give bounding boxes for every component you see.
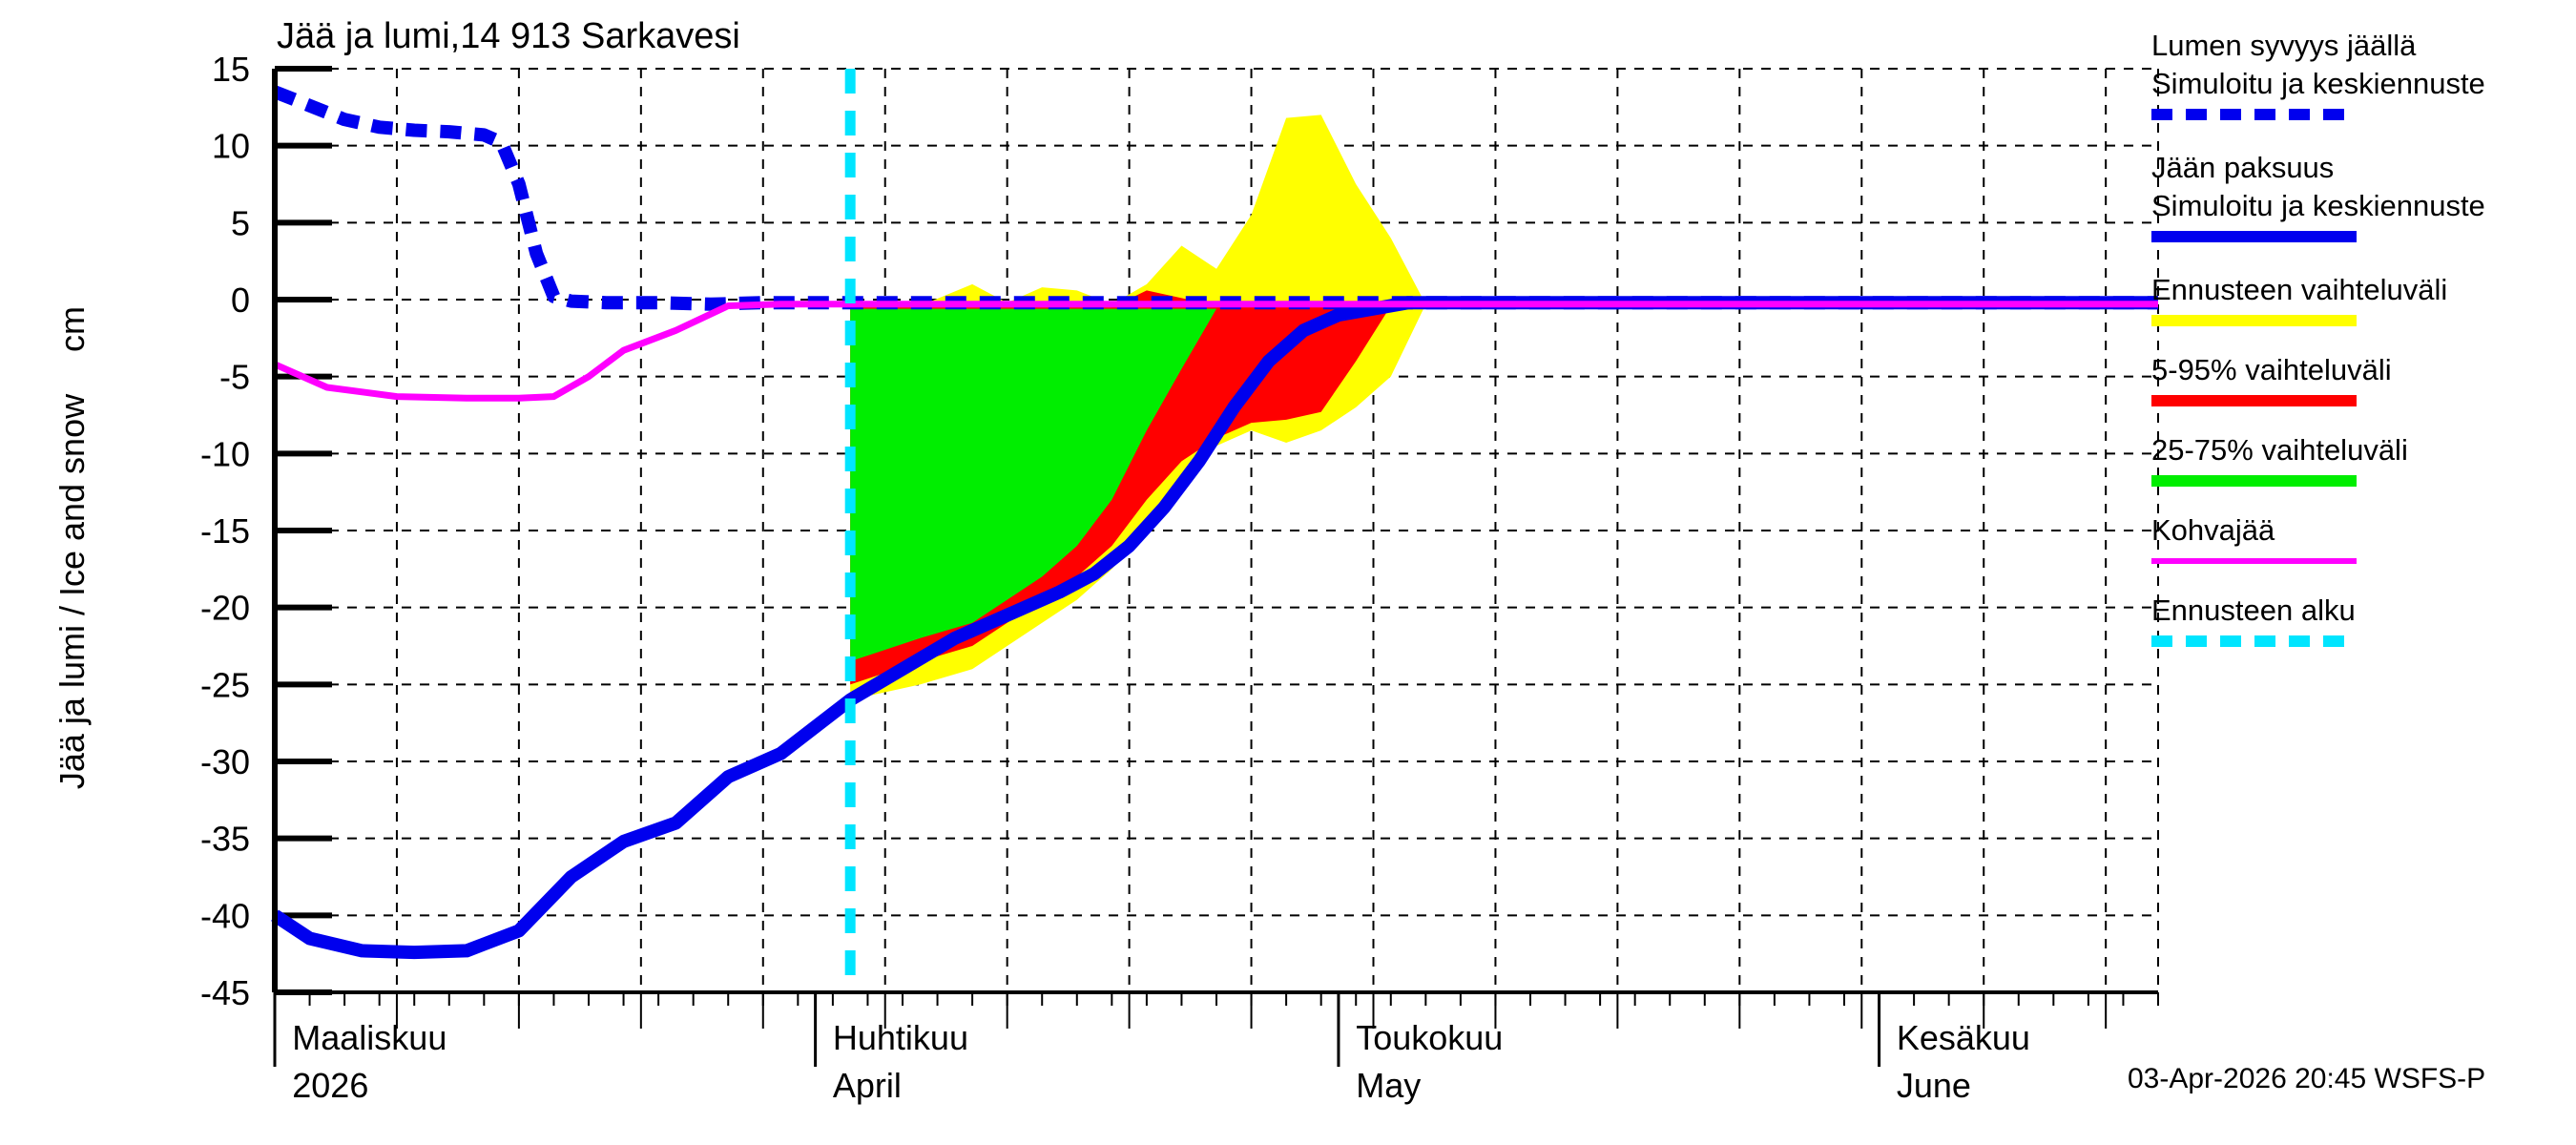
legend-label-0: Lumen syvyys jäällä bbox=[2151, 29, 2417, 62]
y-tick-label: -15 bbox=[200, 511, 250, 551]
y-tick-label: 10 bbox=[212, 127, 250, 166]
chart-legend: Lumen syvyys jäällä Simuloitu ja keskienn… bbox=[2151, 29, 2485, 647]
y-tick-label: -25 bbox=[200, 665, 250, 704]
legend-sublabel-0: Simuloitu ja keskiennuste bbox=[2151, 67, 2485, 100]
y-tick-label: -45 bbox=[200, 973, 250, 1012]
legend-label-6: Ennusteen alku bbox=[2151, 593, 2356, 627]
band-00ee00 bbox=[850, 308, 2158, 662]
band-ff0000 bbox=[850, 290, 2158, 685]
band-ffff00 bbox=[850, 114, 2158, 700]
month-label-fi: Maaliskuu bbox=[292, 1018, 447, 1057]
y-tick-label: 0 bbox=[231, 281, 250, 320]
y-tick-label: -10 bbox=[200, 434, 250, 473]
y-tick-label: 15 bbox=[212, 50, 250, 89]
y-axis-label: Jää ja lumi / Ice and snow bbox=[52, 393, 92, 789]
month-label-en: June bbox=[1897, 1066, 1971, 1105]
legend-label-1: Jään paksuus bbox=[2151, 151, 2334, 184]
y-tick-label: -5 bbox=[219, 358, 250, 397]
legend-label-3: 5-95% vaihteluväli bbox=[2151, 353, 2392, 386]
series-line-2 bbox=[273, 301, 2158, 402]
month-label-en: April bbox=[833, 1066, 902, 1105]
y-tick-label: 5 bbox=[231, 203, 250, 242]
series-line-1 bbox=[271, 296, 2158, 960]
forecast-bands bbox=[850, 114, 2158, 700]
month-label-en: 2026 bbox=[292, 1066, 368, 1105]
y-tick-label: -40 bbox=[200, 896, 250, 935]
month-label-fi: Huhtikuu bbox=[833, 1018, 968, 1057]
legend-label-4: 25-75% vaihteluväli bbox=[2151, 433, 2408, 467]
y-tick-label: -20 bbox=[200, 589, 250, 628]
month-label-en: May bbox=[1356, 1066, 1421, 1105]
footer-timestamp: 03-Apr-2026 20:45 WSFS-P bbox=[2128, 1063, 2485, 1094]
month-label-fi: Kesäkuu bbox=[1897, 1018, 2030, 1057]
y-axis-unit: cm bbox=[52, 306, 92, 352]
y-tick-label: -30 bbox=[200, 742, 250, 781]
legend-label-2: Ennusteen vaihteluväli bbox=[2151, 273, 2447, 306]
month-labels: Maaliskuu 2026 Huhtikuu April Toukokuu May Kes… bbox=[292, 1018, 2030, 1105]
legend-sublabel-1: Simuloitu ja keskiennuste bbox=[2151, 189, 2485, 222]
data-series bbox=[271, 85, 2158, 960]
legend-label-5: Kohvajää bbox=[2151, 513, 2275, 547]
y-tick-label: -35 bbox=[200, 820, 250, 859]
page-title: Jää ja lumi,14 913 Sarkavesi bbox=[277, 16, 740, 56]
x-axis-ticks bbox=[273, 992, 2159, 1067]
month-label-fi: Toukokuu bbox=[1356, 1018, 1503, 1057]
